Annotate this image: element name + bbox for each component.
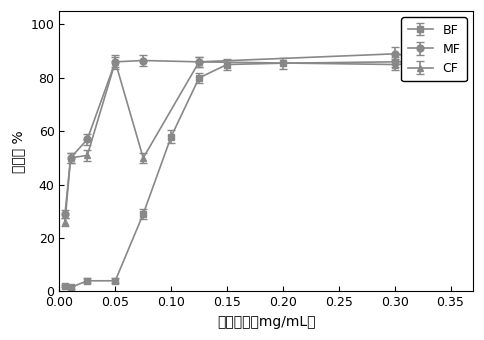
X-axis label: 样品浓度（mg/mL）: 样品浓度（mg/mL） <box>217 315 316 329</box>
Y-axis label: 抑制率 %: 抑制率 % <box>11 130 25 173</box>
Legend: BF, MF, CF: BF, MF, CF <box>401 17 467 81</box>
